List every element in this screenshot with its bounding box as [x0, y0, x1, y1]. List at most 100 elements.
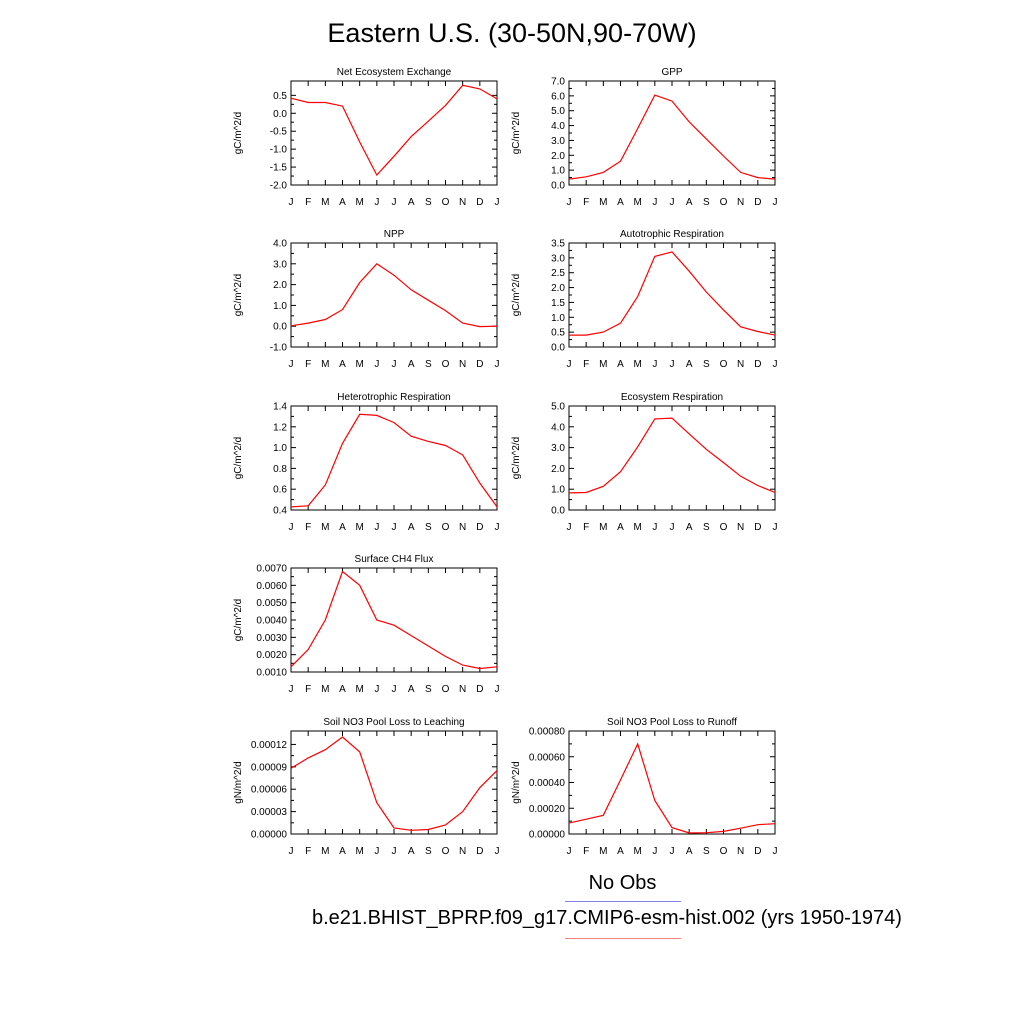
series-line — [290, 570, 498, 670]
x-tick-label: D — [754, 522, 761, 533]
y-tick-label: 0.00009 — [251, 762, 288, 773]
x-tick-label: J — [567, 522, 572, 533]
series-line — [290, 263, 498, 328]
x-tick-label: O — [442, 359, 450, 370]
panel-title: Net Ecosystem Exchange — [337, 67, 452, 78]
y-tick-label: 5.0 — [551, 106, 565, 117]
x-tick-label: S — [425, 197, 432, 208]
y-tick-label: 1.4 — [273, 402, 287, 413]
x-tick-label: F — [305, 522, 311, 533]
y-axis-label: gC/m^2/d — [511, 274, 522, 317]
x-tick-label: A — [686, 197, 693, 208]
x-tick-label: A — [686, 359, 693, 370]
x-tick-label: A — [339, 197, 346, 208]
x-tick-label: M — [321, 522, 329, 533]
y-tick-label: 1.5 — [551, 298, 565, 309]
series-line — [568, 417, 776, 494]
x-tick-label: F — [305, 684, 311, 695]
x-tick-label: O — [720, 846, 728, 857]
x-tick-label: J — [392, 846, 397, 857]
x-tick-label: M — [599, 359, 607, 370]
y-tick-label: 0.0020 — [256, 650, 287, 661]
y-tick-label: 4.0 — [551, 121, 565, 132]
x-tick-label: O — [442, 846, 450, 857]
x-tick-label: J — [773, 359, 778, 370]
y-axis-label: gC/m^2/d — [233, 274, 244, 317]
x-tick-label: J — [670, 522, 675, 533]
y-tick-label: -2.0 — [270, 181, 288, 192]
x-tick-label: N — [459, 846, 466, 857]
x-tick-label: S — [703, 359, 710, 370]
y-axis-label: gC/m^2/d — [511, 112, 522, 155]
x-tick-label: J — [289, 684, 294, 695]
x-tick-label: A — [408, 684, 415, 695]
y-axis-label: gN/m^2/d — [511, 761, 522, 804]
x-tick-label: A — [617, 197, 624, 208]
x-tick-label: F — [305, 359, 311, 370]
x-tick-label: O — [720, 359, 728, 370]
x-tick-label: J — [495, 846, 500, 857]
y-tick-label: 0.00006 — [251, 785, 288, 796]
x-tick-label: M — [633, 197, 641, 208]
x-tick-label: J — [374, 846, 379, 857]
x-tick-label: M — [321, 359, 329, 370]
y-tick-label: 0.0 — [551, 343, 565, 354]
plot-frame — [568, 242, 776, 348]
x-tick-label: O — [442, 684, 450, 695]
x-tick-label: M — [355, 359, 363, 370]
x-tick-label: N — [737, 197, 744, 208]
series-line — [568, 94, 776, 180]
plot-frame — [290, 405, 498, 511]
y-tick-label: 1.0 — [551, 166, 565, 177]
x-tick-label: J — [567, 846, 572, 857]
panel-title: Ecosystem Respiration — [621, 392, 723, 403]
x-tick-label: J — [374, 684, 379, 695]
x-tick-label: F — [583, 359, 589, 370]
y-tick-label: 3.0 — [551, 443, 565, 454]
plot-frame — [290, 242, 498, 348]
panel-title: Soil NO3 Pool Loss to Runoff — [607, 717, 737, 728]
x-tick-label: A — [617, 846, 624, 857]
y-tick-label: 0.00060 — [529, 752, 566, 763]
y-tick-label: 0.0050 — [256, 598, 287, 609]
y-tick-label: 0.8 — [273, 464, 287, 475]
x-tick-label: A — [408, 359, 415, 370]
y-axis-label: gC/m^2/d — [511, 437, 522, 480]
x-tick-label: S — [425, 522, 432, 533]
y-tick-label: -1.5 — [270, 163, 288, 174]
y-axis-label: gC/m^2/d — [233, 599, 244, 642]
x-tick-label: J — [652, 522, 657, 533]
plot-frame — [568, 405, 776, 511]
panel-title: Heterotrophic Respiration — [337, 392, 450, 403]
y-tick-label: 1.2 — [273, 422, 287, 433]
y-tick-label: 0.0 — [551, 181, 565, 192]
panel-title: Autotrophic Respiration — [620, 229, 724, 240]
x-tick-label: S — [703, 522, 710, 533]
y-tick-label: 7.0 — [551, 77, 565, 88]
series-line — [569, 251, 776, 336]
x-tick-label: J — [495, 197, 500, 208]
x-tick-label: D — [476, 522, 483, 533]
x-tick-label: J — [652, 359, 657, 370]
y-tick-label: 0.6 — [273, 485, 287, 496]
plot-frame — [290, 730, 498, 835]
x-tick-label: A — [408, 846, 415, 857]
x-tick-label: N — [459, 197, 466, 208]
y-tick-label: 5.0 — [551, 402, 565, 413]
plot-frame — [568, 730, 776, 835]
y-tick-label: 3.5 — [551, 239, 565, 250]
x-tick-label: A — [339, 359, 346, 370]
y-tick-label: 0.00040 — [529, 778, 566, 789]
x-tick-label: A — [339, 684, 346, 695]
y-tick-label: 2.0 — [551, 151, 565, 162]
x-tick-label: J — [374, 197, 379, 208]
y-axis-label: gC/m^2/d — [233, 437, 244, 480]
y-tick-label: 0.00080 — [529, 727, 566, 738]
plot-frame — [568, 80, 776, 186]
x-tick-label: J — [567, 197, 572, 208]
x-tick-label: J — [289, 846, 294, 857]
x-tick-label: M — [599, 197, 607, 208]
y-tick-label: 0.4 — [273, 506, 287, 517]
